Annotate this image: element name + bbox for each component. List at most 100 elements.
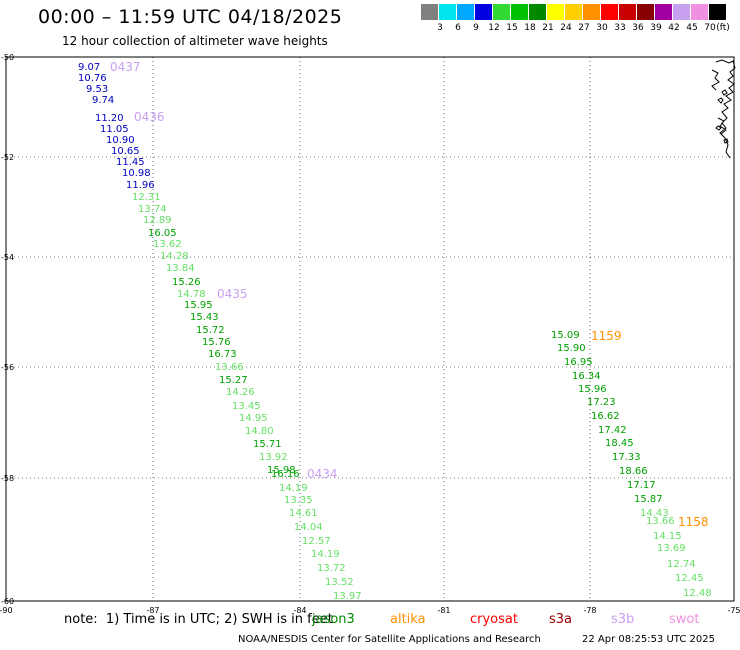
swh-value-label: 13.97 xyxy=(333,591,362,602)
legend-swatch xyxy=(547,4,564,20)
generation-timestamp: 22 Apr 08:25:53 UTC 2025 xyxy=(582,634,715,645)
swh-value-label: 12.89 xyxy=(143,215,172,226)
map-subtitle: 12 hour collection of altimeter wave hei… xyxy=(62,34,328,48)
legend-label: 70 xyxy=(704,23,716,33)
swh-value-label: 13.35 xyxy=(284,495,313,506)
lat-tick-label: -54 xyxy=(1,253,14,262)
swh-value-label: 14.28 xyxy=(160,251,189,262)
swh-value-label: 15.72 xyxy=(196,325,225,336)
swh-value-label: 15.90 xyxy=(557,343,586,354)
legend-label: 30 xyxy=(596,23,608,33)
swh-value-label: 15.71 xyxy=(253,439,282,450)
credit-line: NOAA/NESDIS Center for Satellite Applica… xyxy=(238,634,541,645)
legend-swatch xyxy=(673,4,690,20)
swh-value-label: 12.74 xyxy=(667,559,696,570)
swh-value-label: 18.66 xyxy=(619,466,648,477)
track-time-label: 0437 xyxy=(110,60,141,74)
legend-label: 45 xyxy=(686,23,698,33)
swh-value-label: 15.09 xyxy=(551,330,580,341)
legend-swatch xyxy=(637,4,654,20)
swh-value-label: 15.96 xyxy=(578,384,607,395)
swh-value-label: 15.43 xyxy=(190,312,219,323)
lon-tick-label: -87 xyxy=(146,606,159,615)
swh-value-label: 14.19 xyxy=(279,483,308,494)
swh-value-label: 16.34 xyxy=(572,371,601,382)
legend-swatch xyxy=(475,4,492,20)
swh-value-label: 10.98 xyxy=(122,168,151,179)
swh-value-label: 15.98 xyxy=(267,465,296,476)
swh-value-label: 15.95 xyxy=(184,300,213,311)
track-time-labels: 0437 0436 0435 0434 1159 1158 xyxy=(110,60,709,529)
legend-swatch xyxy=(601,4,618,20)
legend-swatch xyxy=(583,4,600,20)
swh-value-label: 16.62 xyxy=(591,411,620,422)
legend-swatch xyxy=(691,4,708,20)
legend-label: 39 xyxy=(650,23,662,33)
swh-value-label: 13.72 xyxy=(317,563,346,574)
swh-value-label: 13.84 xyxy=(166,263,195,274)
swh-value-label: 12.45 xyxy=(675,573,704,584)
legend-label: 12 xyxy=(488,23,500,33)
swh-value-label: 15.87 xyxy=(634,494,663,505)
swh-value-label: 11.45 xyxy=(116,157,145,168)
legend-swatch xyxy=(655,4,672,20)
swh-value-label: 14.19 xyxy=(311,549,340,560)
swh-value-label: 16.16 xyxy=(271,469,300,480)
legend-swatch xyxy=(421,4,438,20)
lon-tick-label: -84 xyxy=(293,606,306,615)
legend-swatch xyxy=(511,4,528,20)
swh-value-label: 9.74 xyxy=(92,95,114,106)
map-grid: -90 -87 -84 -81 -78 -75 -50 -52 -54 -56 -58 -60 xyxy=(0,53,740,615)
swh-value-label: 13.62 xyxy=(153,239,182,250)
swh-value-label: 13.92 xyxy=(259,452,288,463)
legend-label: 18 xyxy=(524,23,536,33)
legend-label: 9 xyxy=(473,23,479,33)
swh-value-label: 14.43 xyxy=(640,508,669,519)
swh-value-label: 13.45 xyxy=(232,401,261,412)
legend-label: 24 xyxy=(560,23,572,33)
swh-value-label: 13.66 xyxy=(215,362,244,373)
lat-tick-label: -58 xyxy=(1,474,14,483)
swh-value-label: 13.52 xyxy=(325,577,354,588)
legend-label: 27 xyxy=(578,23,590,33)
legend-label: 36 xyxy=(632,23,644,33)
legend-label: 3 xyxy=(437,23,443,33)
satellite-name-s3a: s3a xyxy=(549,612,573,627)
swh-value-label: 11.20 xyxy=(95,113,124,124)
legend-label: 42 xyxy=(668,23,680,33)
swh-value-label: 11.96 xyxy=(126,180,155,191)
legend-swatch xyxy=(529,4,546,20)
swh-value-label: 18.45 xyxy=(605,438,634,449)
lat-tick-label: -52 xyxy=(1,153,14,162)
swh-value-label: 14.80 xyxy=(245,426,274,437)
legend-unit: (ft) xyxy=(716,23,730,33)
footer-note: note: 1) Time is in UTC; 2) SWH is in fe… xyxy=(64,612,333,627)
legend-swatch xyxy=(493,4,510,20)
track-time-label: 0436 xyxy=(134,110,165,124)
satellite-name-cryosat: cryosat xyxy=(470,612,518,627)
legend-label: 6 xyxy=(455,23,461,33)
swh-value-label: 10.65 xyxy=(111,146,140,157)
legend-label: 33 xyxy=(614,23,626,33)
legend-swatch xyxy=(709,4,726,20)
swh-value-label: 13.66 xyxy=(646,516,675,527)
swh-value-label: 17.42 xyxy=(598,425,627,436)
legend-swatch xyxy=(457,4,474,20)
legend-label: 21 xyxy=(542,23,554,33)
track-time-label: 0434 xyxy=(307,467,338,481)
satellite-name-swot: swot xyxy=(669,612,700,627)
swh-value-label: 9.53 xyxy=(86,84,108,95)
coastline-fragment xyxy=(711,59,736,159)
swh-value-label: 17.23 xyxy=(587,397,616,408)
legend-swatch xyxy=(565,4,582,20)
lon-tick-label: -81 xyxy=(437,606,450,615)
coastline xyxy=(711,59,736,159)
lat-tick-label: -60 xyxy=(1,597,14,606)
swh-value-label: 9.07 xyxy=(78,62,100,73)
swh-value-label: 13.69 xyxy=(657,543,686,554)
swh-values: 9.0710.769.539.7411.2011.0510.9010.6511.… xyxy=(78,62,712,602)
swh-value-label: 10.90 xyxy=(106,135,135,146)
swh-value-label: 15.76 xyxy=(202,337,231,348)
legend-label: 15 xyxy=(506,23,518,33)
